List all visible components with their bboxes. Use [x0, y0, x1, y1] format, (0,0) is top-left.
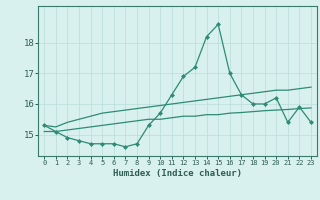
X-axis label: Humidex (Indice chaleur): Humidex (Indice chaleur) [113, 169, 242, 178]
